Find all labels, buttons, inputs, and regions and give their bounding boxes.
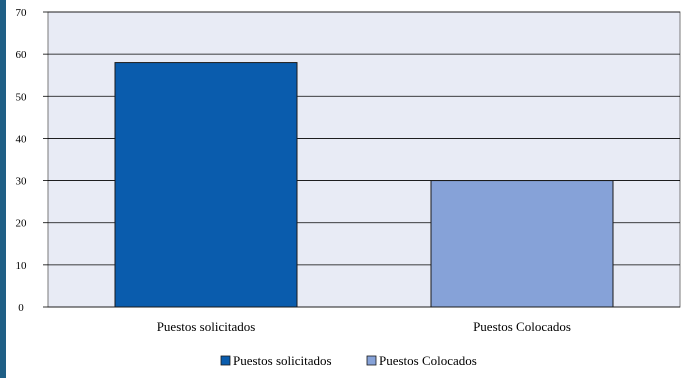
y-tick-label: 60	[16, 49, 28, 61]
legend-swatch	[366, 355, 377, 366]
bars	[114, 62, 614, 308]
x-tick-label: Puestos solicitados	[157, 319, 256, 334]
y-tick-label: 0	[18, 302, 24, 314]
y-tick-label: 30	[16, 176, 28, 188]
legend-label: Puestos Colocados	[379, 353, 477, 368]
left-accent-stripe	[0, 0, 6, 378]
y-tick-label: 40	[16, 133, 28, 145]
legend-label: Puestos solicitados	[233, 353, 332, 368]
x-axis-labels: Puestos solicitados Puestos Colocados	[157, 319, 571, 334]
y-tick-label: 10	[16, 260, 28, 272]
y-tick-label: 70	[16, 7, 28, 19]
y-tick-label: 20	[16, 218, 28, 230]
y-tick-label: 50	[16, 91, 28, 103]
y-axis-ticks: 0 10 20 30 40 50 60 70	[16, 7, 48, 314]
x-tick-label: Puestos Colocados	[473, 319, 571, 334]
legend: Puestos solicitados Puestos Colocados	[220, 353, 477, 368]
legend-swatch	[220, 355, 231, 366]
bar-1	[114, 62, 298, 308]
bar-2	[430, 180, 614, 308]
